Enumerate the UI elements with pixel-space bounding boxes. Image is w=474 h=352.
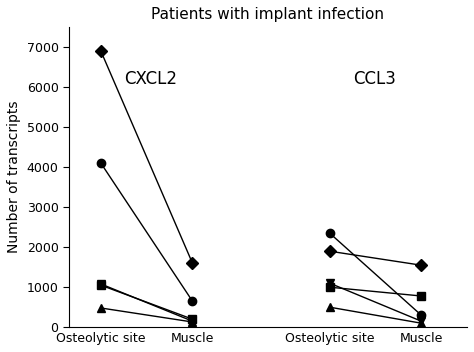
Text: CCL3: CCL3: [353, 70, 395, 88]
Title: Patients with implant infection: Patients with implant infection: [152, 7, 384, 22]
Y-axis label: Number of transcripts: Number of transcripts: [7, 101, 21, 253]
Text: CXCL2: CXCL2: [124, 70, 177, 88]
